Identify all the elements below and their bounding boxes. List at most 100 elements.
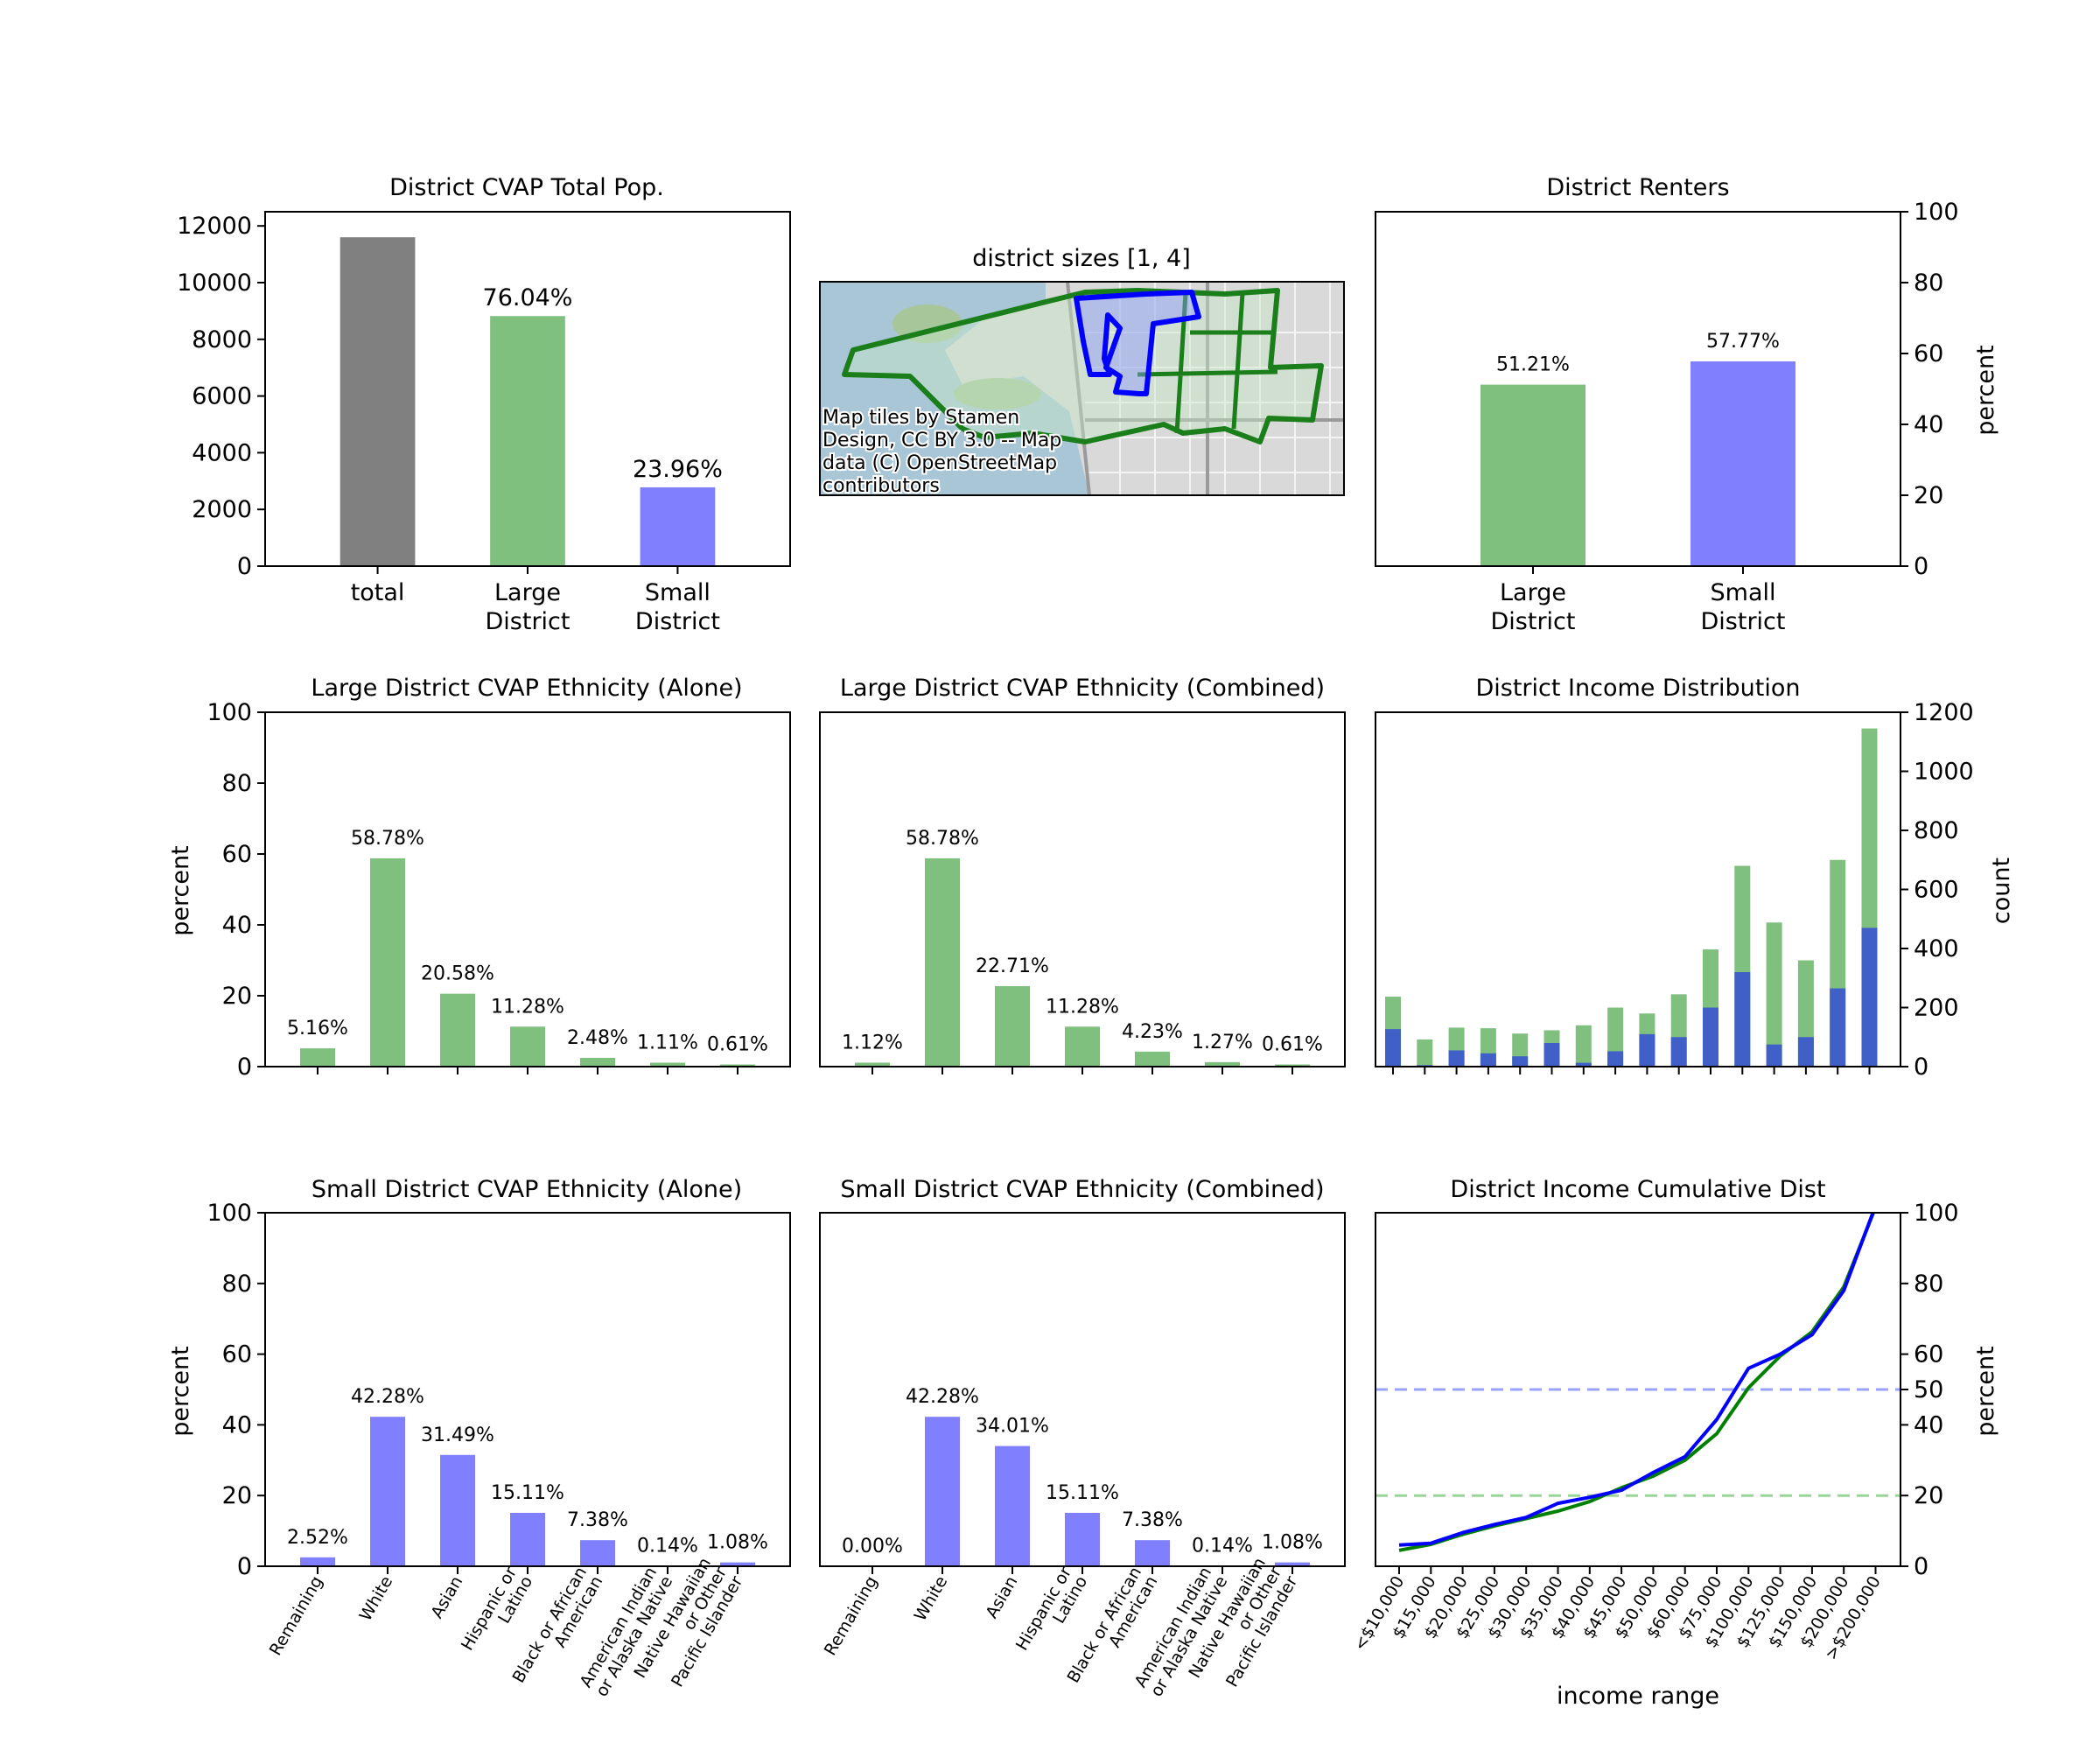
bar: [1205, 1061, 1240, 1067]
y-axis: 0 20 40 60 80 100: [1900, 199, 1959, 580]
data-label: 1.12%: [842, 1032, 903, 1054]
y-tick-label: 50: [1914, 1376, 1943, 1404]
data-label: 2.48%: [567, 1027, 628, 1049]
map-title: district sizes [1, 4]: [972, 245, 1191, 272]
y-axis-label: percent: [167, 1346, 194, 1436]
y-tick-label: 40: [1914, 1411, 1943, 1438]
y-tick-label: 20: [1914, 482, 1943, 509]
data-label: 7.38%: [567, 1509, 628, 1531]
bar: [995, 1446, 1030, 1566]
bar: [995, 986, 1030, 1067]
chart-title: District Income Cumulative Dist: [1450, 1176, 1825, 1203]
data-label: 0.14%: [637, 1535, 698, 1557]
x-tick-label: White: [911, 1573, 952, 1625]
x-axis: <$10,000$15,000$20,000$25,000$30,000$35,…: [1350, 1566, 1885, 1663]
bar: [720, 1562, 755, 1566]
plot-frame: [1375, 211, 1901, 567]
y-tick-label: 100: [1914, 1200, 1959, 1227]
data-label: 51.21%: [1496, 354, 1570, 376]
bar: [855, 1062, 890, 1067]
bar: [640, 486, 716, 566]
bar: [370, 1417, 405, 1566]
bars: [300, 858, 755, 1067]
x-tick-label: District: [1701, 608, 1786, 635]
bars: [925, 1417, 1310, 1566]
small-district-outline: [1074, 290, 1201, 396]
bar: [490, 316, 565, 566]
bar: [300, 1557, 335, 1566]
y-tick-label: 40: [1914, 411, 1943, 438]
x-axis: [317, 1067, 738, 1074]
data-label: 20.58%: [421, 963, 494, 985]
data-label: 0.14%: [1192, 1535, 1253, 1557]
y-axis-label: percent: [1972, 345, 1999, 435]
bar: [340, 237, 416, 566]
y-tick-label: 40: [222, 912, 252, 939]
y-tick-label: 60: [222, 841, 252, 868]
y-tick-label: 20: [1914, 1482, 1943, 1509]
chart-cvap-total: District CVAP Total Pop. 0 2000 4000 6000 80…: [177, 174, 791, 635]
y-axis: 0 2000 4000 6000 8000 10000 12000: [177, 213, 265, 580]
bar: [1830, 988, 1846, 1067]
y-axis: 0 200 400 600 800 1000 1200: [1900, 699, 1974, 1081]
data-label: 2.52%: [287, 1527, 348, 1549]
bar: [1275, 1562, 1310, 1566]
data-label: 42.28%: [351, 1386, 424, 1408]
data-label: 34.01%: [976, 1416, 1049, 1438]
chart-title: District Income Distribution: [1475, 675, 1800, 702]
large-district-subdivisions: [1137, 292, 1278, 434]
y-tick-label: 800: [1914, 817, 1959, 844]
bar: [1512, 1056, 1529, 1067]
chart-title: Small District CVAP Ethnicity (Alone): [312, 1176, 742, 1203]
bar: [300, 1048, 335, 1067]
bar: [1861, 928, 1878, 1067]
y-tick-label: 0: [1914, 553, 1928, 580]
y-tick-label: 1000: [1914, 759, 1974, 786]
bar: [1480, 1053, 1496, 1067]
map-frame: [819, 281, 1345, 496]
y-tick-label: 6000: [192, 383, 252, 410]
y-tick-label: 400: [1914, 935, 1959, 962]
y-tick-label: 200: [1914, 995, 1959, 1022]
data-label: 11.28%: [1046, 996, 1119, 1018]
bar: [650, 1062, 685, 1067]
plot-frame: [264, 711, 791, 1068]
x-axis: [872, 1067, 1293, 1074]
bar: [580, 1057, 615, 1067]
data-label: 15.11%: [1046, 1482, 1119, 1504]
plot-frame: [819, 711, 1346, 1068]
bar: [1065, 1512, 1100, 1566]
x-tick-label: Remaining: [266, 1573, 327, 1659]
y-tick-label: 0: [237, 1553, 252, 1580]
bar: [1766, 1044, 1782, 1067]
y-tick-label: 100: [1914, 199, 1959, 226]
x-tick-label: District: [635, 608, 720, 635]
y-axis: 0 20 40 50 60 80 100: [1900, 1200, 1959, 1580]
data-label: 31.49%: [421, 1424, 494, 1446]
bars: [1385, 728, 1878, 1067]
y-tick-label: 600: [1914, 877, 1959, 904]
plot-frame: [1375, 1212, 1901, 1567]
bars: [340, 237, 716, 566]
lines: [1398, 1213, 1876, 1552]
y-tick-label: 80: [222, 1270, 252, 1298]
y-tick-label: 20: [222, 1482, 252, 1509]
bar: [1448, 1050, 1465, 1067]
x-tick-label: total: [351, 579, 405, 606]
y-axis-label: percent: [1972, 1346, 1999, 1436]
x-tick-label: Small: [645, 579, 710, 606]
chart-renters: District Renters percent 0 20 40 60 80 100 La…: [1375, 174, 1999, 635]
data-label: 0.61%: [707, 1034, 768, 1056]
y-tick-label: 20: [222, 983, 252, 1010]
bar: [1607, 1051, 1624, 1067]
y-tick-label: 40: [222, 1411, 252, 1438]
data-labels: 5.16% 58.78% 20.58% 11.28%2.48% 1.11% 0.61%: [287, 828, 768, 1056]
data-labels: 76.04% 23.96%: [483, 284, 723, 483]
bar: [510, 1512, 545, 1566]
data-label: 58.78%: [906, 828, 979, 850]
x-tick-label: White: [356, 1573, 397, 1625]
chart-title: Small District CVAP Ethnicity (Combined): [840, 1176, 1324, 1203]
data-labels: 2.52% 42.28% 31.49% 15.11%7.38% 0.14% 1.08%: [287, 1386, 768, 1557]
bar: [1480, 384, 1586, 566]
bar: [440, 993, 475, 1067]
